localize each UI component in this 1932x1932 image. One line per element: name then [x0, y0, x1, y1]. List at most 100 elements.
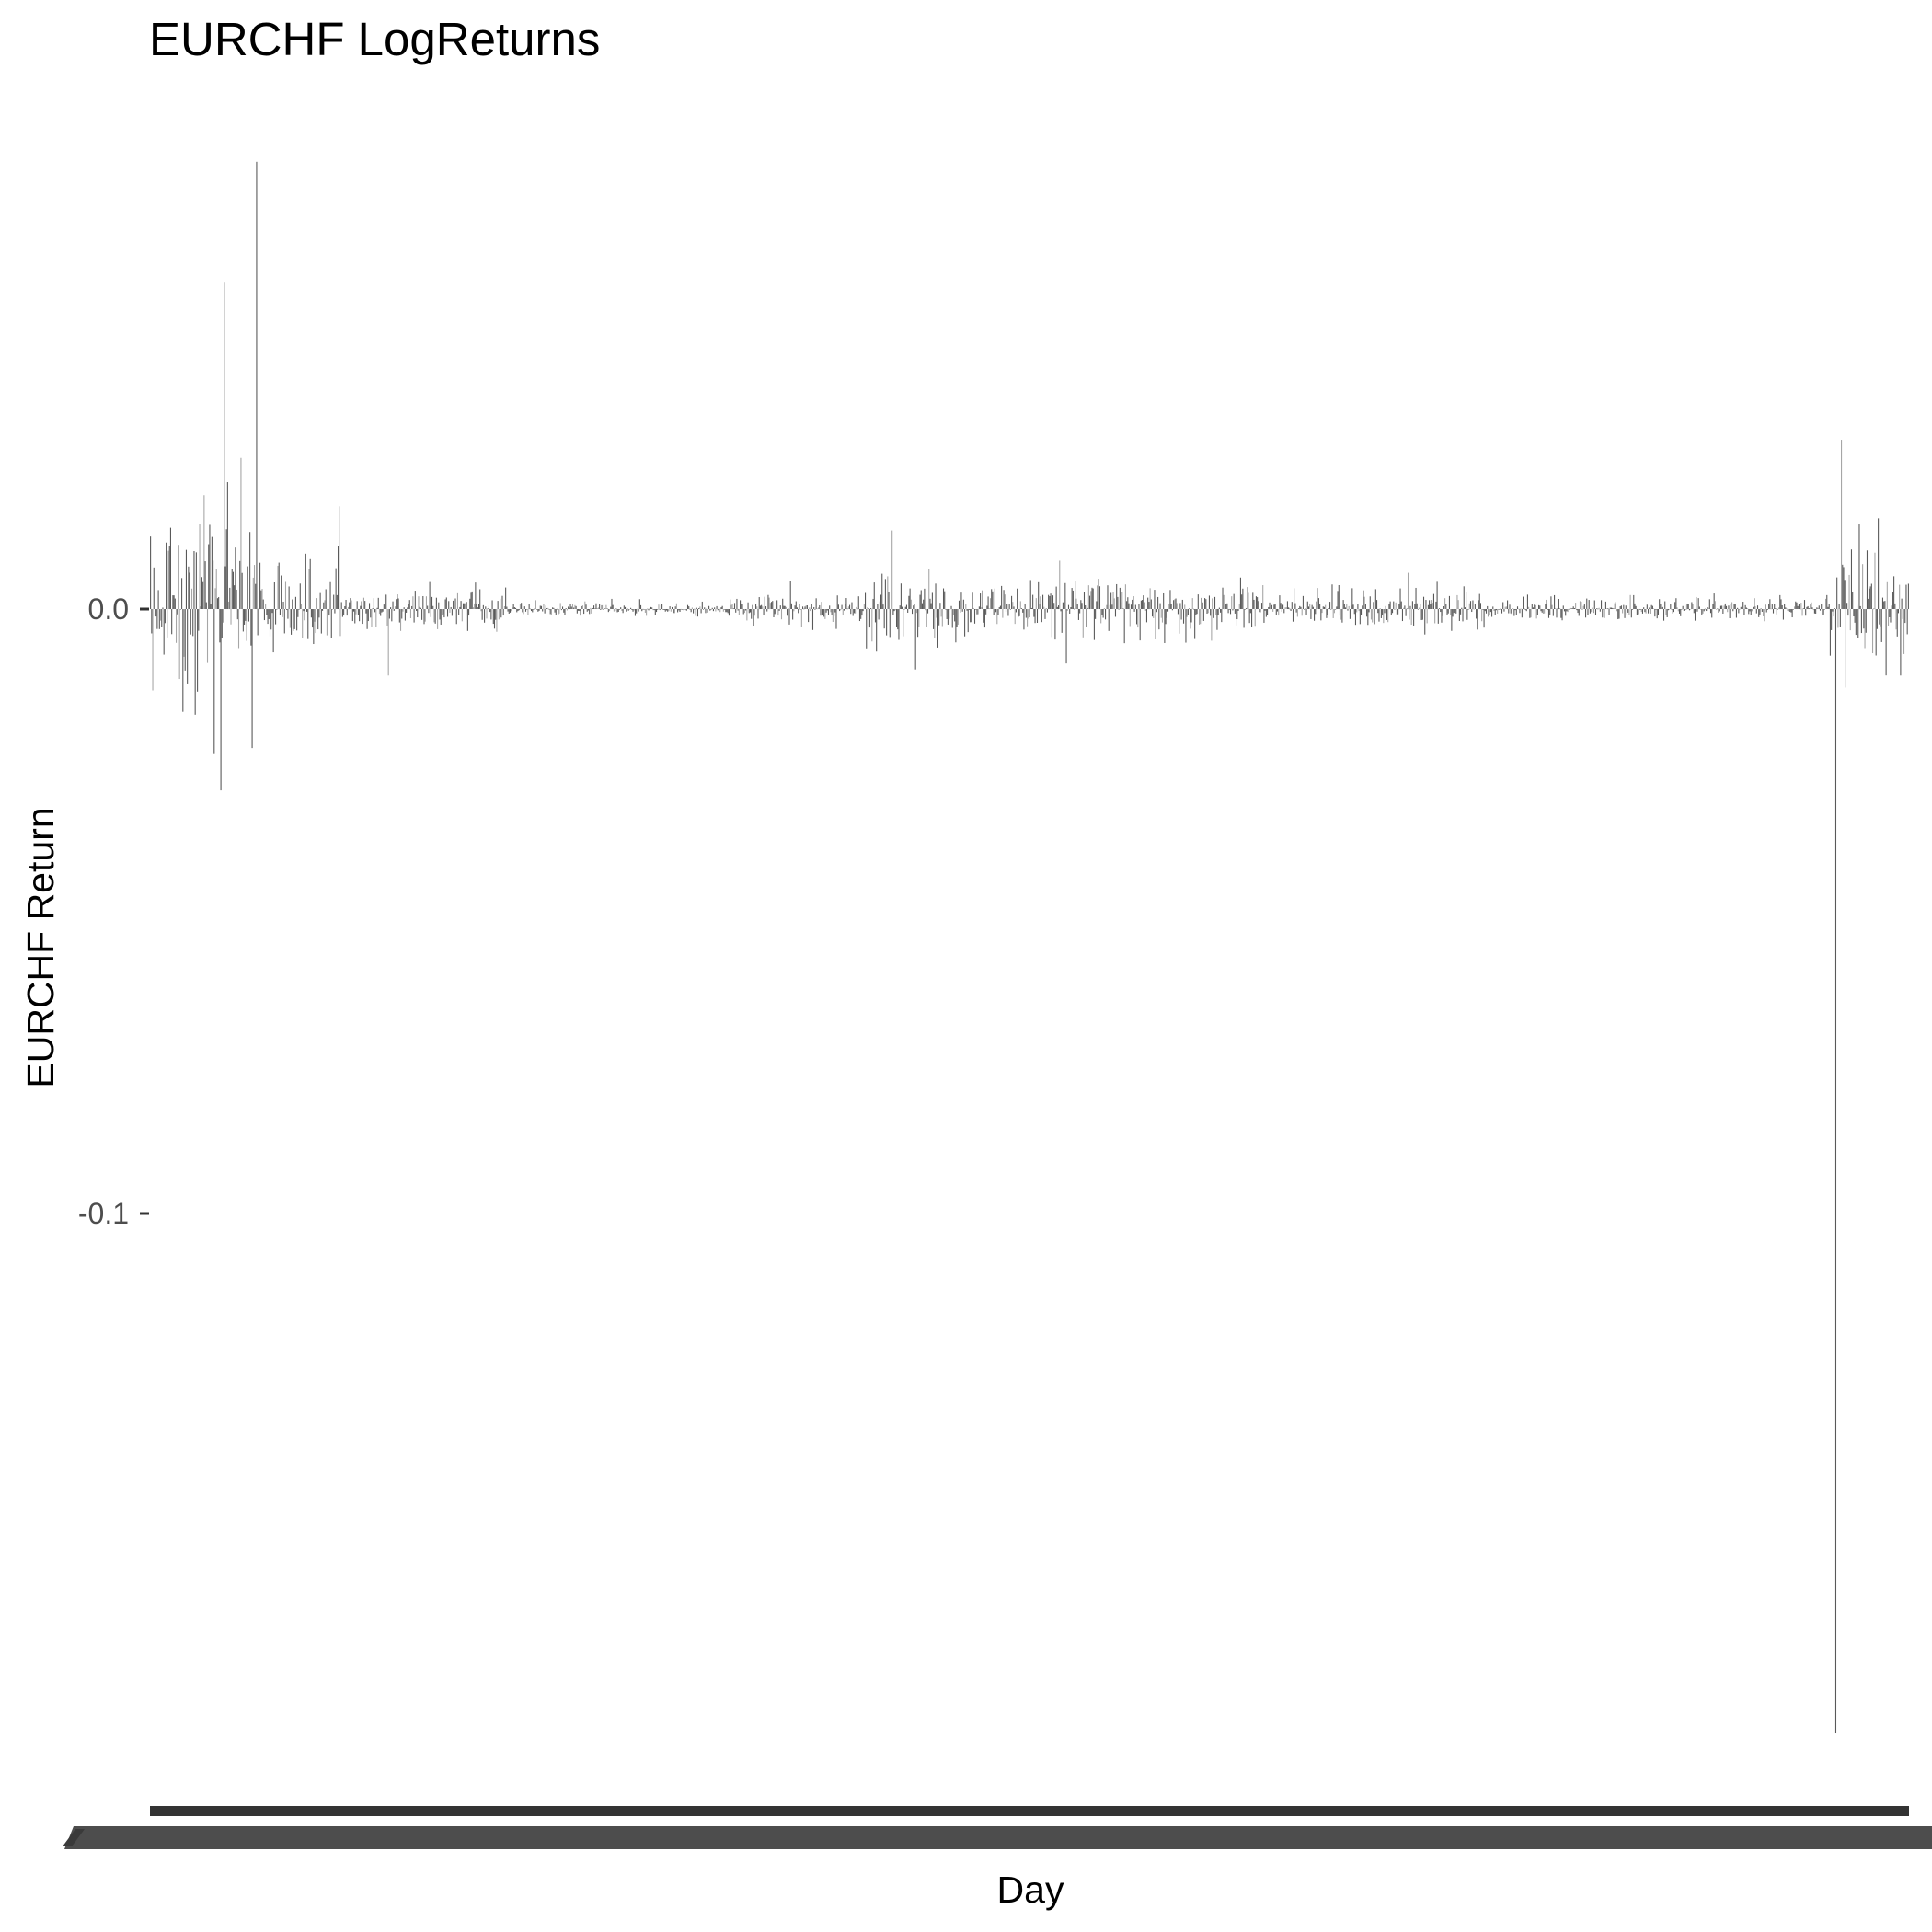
bar [630, 607, 632, 609]
bar [441, 609, 443, 615]
bar [1163, 592, 1165, 609]
bar [1091, 587, 1093, 609]
bar [268, 609, 270, 619]
bar [982, 590, 983, 609]
bar [1243, 609, 1245, 628]
bar [297, 609, 299, 617]
bar [693, 609, 695, 614]
bar [553, 607, 555, 609]
bar [688, 606, 690, 609]
bar [1364, 604, 1366, 609]
bar [1435, 601, 1437, 609]
bar [975, 609, 977, 610]
bar [179, 609, 181, 610]
bar [1165, 609, 1167, 625]
bar [740, 600, 742, 609]
bar [1268, 606, 1270, 609]
bar [1042, 594, 1044, 609]
bar [512, 604, 514, 609]
bar [1200, 609, 1202, 625]
bar [853, 609, 855, 614]
bar [1033, 609, 1035, 617]
bar [820, 609, 822, 616]
bar [167, 550, 169, 609]
bar [1030, 607, 1032, 609]
bar [158, 609, 160, 629]
bar [1834, 609, 1837, 1734]
bar [401, 609, 403, 619]
bar [459, 606, 461, 609]
bar [967, 609, 969, 633]
bar [1429, 600, 1431, 609]
bar [620, 607, 622, 609]
bar [796, 607, 799, 609]
bar [1252, 592, 1254, 609]
bar [1417, 609, 1419, 610]
bar [256, 161, 258, 609]
bar [1048, 594, 1050, 609]
bar [888, 592, 890, 609]
bar [1157, 596, 1159, 609]
bar [1362, 605, 1363, 609]
bar [1582, 605, 1584, 609]
bar [1460, 609, 1462, 615]
bar [235, 547, 236, 609]
bar [535, 600, 536, 609]
bar [1082, 609, 1084, 638]
bar [562, 606, 564, 609]
bar [1774, 604, 1776, 609]
bar [1343, 604, 1345, 609]
bar [175, 609, 178, 643]
bar [1485, 609, 1488, 614]
bar [1751, 609, 1753, 612]
bar [862, 609, 864, 612]
bar [1226, 603, 1228, 609]
bar [214, 588, 216, 609]
bar [1554, 594, 1556, 609]
bar [549, 609, 551, 615]
bar [1009, 609, 1011, 610]
bar [1901, 598, 1903, 609]
bar [1770, 608, 1772, 610]
bar [1628, 609, 1630, 615]
bar [1352, 604, 1354, 609]
bar [655, 609, 658, 613]
bar [308, 569, 310, 609]
bar [878, 609, 880, 620]
bar [1651, 605, 1653, 609]
bar [1447, 609, 1449, 614]
bar [1422, 596, 1425, 609]
bar [638, 609, 639, 612]
bar [1613, 608, 1615, 609]
bar [1583, 604, 1585, 609]
bar [229, 587, 231, 609]
bar [516, 609, 518, 613]
bar [1400, 601, 1402, 609]
bar [992, 591, 994, 609]
bar [174, 598, 176, 609]
bar [1572, 606, 1574, 609]
bar [497, 601, 499, 609]
bar [1340, 609, 1342, 620]
bar [216, 598, 218, 609]
bar [205, 602, 207, 609]
bar [874, 609, 877, 623]
bar [1177, 609, 1179, 615]
bar [1455, 609, 1457, 614]
bar [408, 600, 410, 609]
bar [261, 589, 263, 609]
bar [267, 609, 269, 625]
bar [500, 609, 502, 618]
bar [336, 594, 338, 609]
bar [1732, 609, 1734, 612]
bar [493, 609, 496, 629]
bar [804, 606, 806, 609]
bar [1156, 609, 1157, 613]
bar [1195, 609, 1197, 615]
bar [1667, 609, 1669, 611]
bar [1702, 609, 1704, 614]
bar [556, 608, 558, 610]
bar [1534, 604, 1535, 609]
bar [783, 605, 785, 609]
bar [1399, 588, 1401, 609]
